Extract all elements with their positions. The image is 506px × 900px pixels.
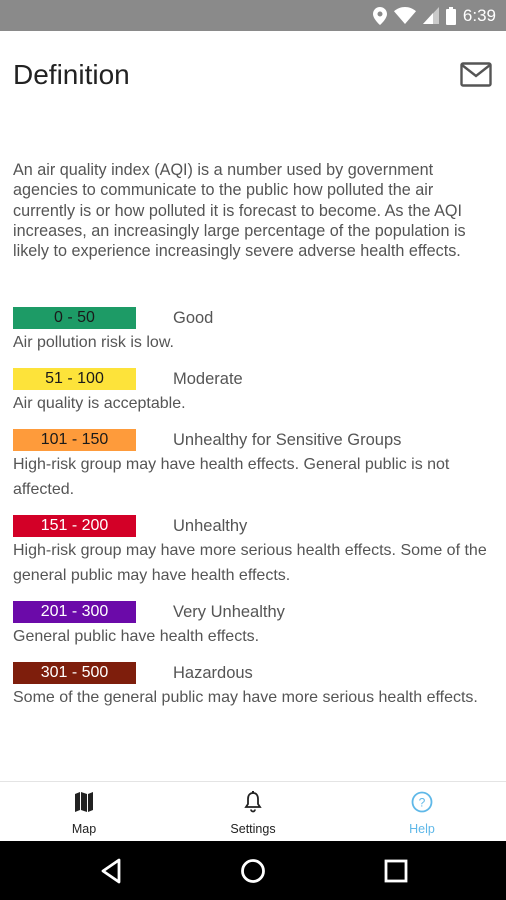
aqi-range-chip: 201 - 300 — [13, 601, 136, 623]
aqi-level-description: Air quality is acceptable. — [13, 395, 186, 412]
aqi-level-name: Good — [173, 309, 214, 327]
aqi-level-description: Air pollution risk is low. — [13, 334, 174, 351]
aqi-level-description: General public have health effects. — [13, 628, 260, 645]
wifi-icon — [393, 7, 416, 24]
page-title: Definition — [13, 59, 130, 90]
aqi-level-description: High-risk group may have health effects.… — [13, 456, 450, 498]
aqi-level-name: Unhealthy — [173, 517, 248, 535]
mail-button[interactable] — [460, 62, 492, 88]
tab-help-label: Help — [409, 822, 435, 836]
battery-icon — [445, 6, 456, 25]
status-bar: 6:39 — [0, 0, 506, 31]
tab-map-label: Map — [71, 822, 97, 836]
bottom-navigation: Map Settings ? Help — [0, 781, 506, 842]
recents-icon[interactable] — [380, 855, 412, 887]
aqi-range-chip: 301 - 500 — [13, 662, 136, 684]
aqi-range-chip: 0 - 50 — [13, 307, 136, 329]
aqi-level-description: Some of the general public may have more… — [13, 689, 478, 706]
map-icon — [75, 792, 93, 812]
back-icon[interactable] — [95, 855, 127, 887]
tab-help[interactable]: ? Help — [338, 782, 506, 842]
bell-icon — [244, 791, 262, 813]
aqi-definition-text: An air quality index (AQI) is a number u… — [13, 161, 466, 261]
aqi-level-name: Very Unhealthy — [173, 603, 285, 621]
tab-settings-label: Settings — [230, 822, 276, 836]
svg-text:?: ? — [419, 796, 426, 810]
mail-icon — [460, 62, 492, 87]
tab-settings[interactable]: Settings — [169, 782, 337, 842]
location-icon — [372, 6, 387, 25]
aqi-level-name: Moderate — [173, 370, 243, 388]
home-icon[interactable] — [237, 855, 269, 887]
system-navigation-bar — [0, 841, 506, 900]
aqi-level-description: High-risk group may have more serious he… — [13, 542, 487, 584]
aqi-level-name: Unhealthy for Sensitive Groups — [173, 431, 402, 449]
aqi-range-chip: 51 - 100 — [13, 368, 136, 390]
aqi-level-name: Hazardous — [173, 664, 253, 682]
signal-icon — [422, 7, 439, 24]
status-time: 6:39 — [462, 5, 496, 25]
aqi-range-chip: 101 - 150 — [13, 429, 136, 451]
aqi-range-chip: 151 - 200 — [13, 515, 136, 537]
help-icon: ? — [411, 791, 433, 813]
tab-map[interactable]: Map — [0, 782, 168, 842]
